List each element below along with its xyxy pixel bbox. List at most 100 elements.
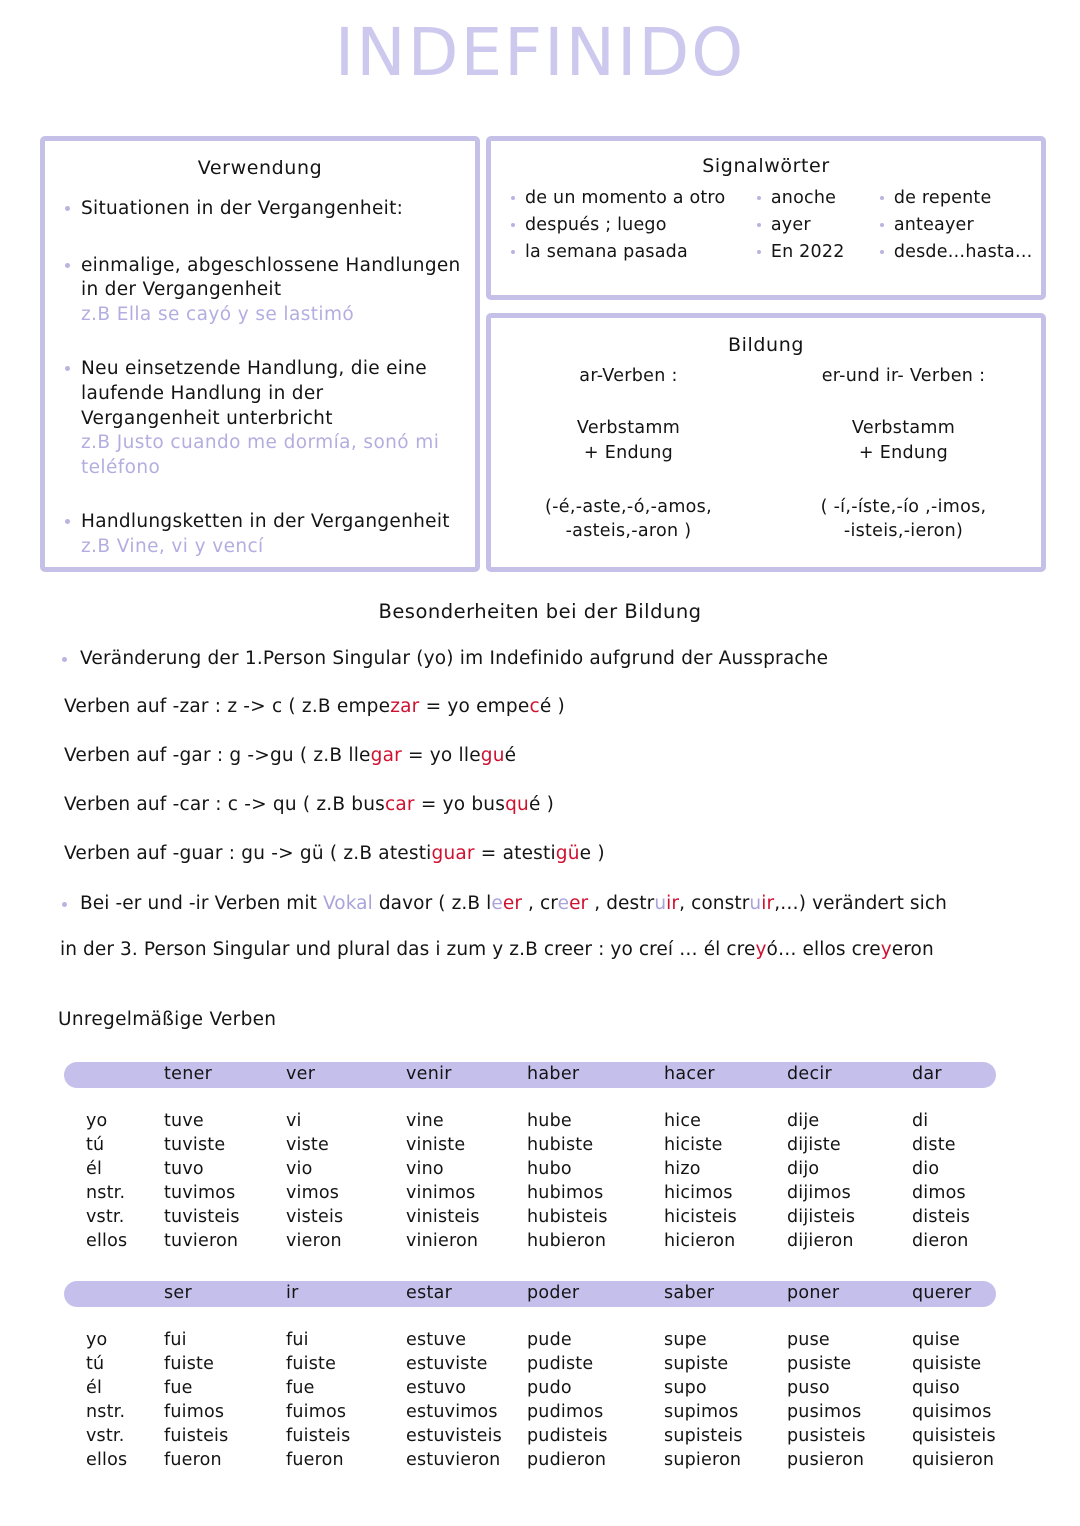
conjugation-cell: dijiste: [787, 1135, 841, 1155]
verwendung-item-text: Situationen in der Vergangenheit:: [81, 198, 404, 219]
conjugation-cell: pusieron: [787, 1450, 865, 1470]
bildung-erir-stem-line1: Verbstamm: [851, 418, 956, 438]
verb-table-2-body: yo tú él nstr. vstr. ellos fui fuiste fue fuimos f…: [64, 1327, 996, 1477]
conjugation-cell: estuviste: [406, 1354, 488, 1374]
conjugation-cell: pudiste: [527, 1354, 594, 1374]
pronoun-cell: ellos: [86, 1231, 128, 1251]
signalwoerter-column-3: de repente anteayer desde…hasta…: [874, 185, 1041, 266]
vowel-highlight: e: [557, 893, 570, 914]
conjugation-column: di diste dio dimos disteis dieron: [912, 1108, 970, 1252]
conjugation-cell: puse: [787, 1330, 830, 1350]
bildung-ar-heading: ar-Verben :: [579, 366, 678, 386]
conjugation-cell: disteis: [912, 1207, 971, 1227]
rule-highlight: guar: [431, 843, 475, 864]
conjugation-cell: tuvisteis: [164, 1207, 240, 1227]
conjugation-cell: fueron: [286, 1450, 344, 1470]
conjugation-cell: dijieron: [787, 1231, 854, 1251]
vowel-highlight: u: [749, 893, 762, 914]
conjugation-cell: dije: [787, 1111, 820, 1131]
pronoun-column: yo tú él nstr. vstr. ellos: [86, 1108, 127, 1252]
signalwoerter-column-1: de un momento a otro después ; luego la se…: [505, 185, 751, 266]
conjugation-cell: tuvimos: [164, 1183, 236, 1203]
besonderheiten-lead: Veränderung der 1.Person Singular (yo) i…: [60, 648, 1080, 669]
bildung-heading: Bildung: [728, 334, 804, 356]
conjugation-cell: fuimos: [164, 1402, 225, 1422]
rule-text: Verben auf -car : c -> qu ( z.B bus: [64, 794, 386, 815]
verb-column-header: saber: [664, 1283, 715, 1303]
conjugation-cell: vi: [286, 1111, 302, 1131]
rule-text: = yo empe: [419, 696, 530, 717]
vowel-rule-text: eron: [891, 939, 934, 960]
conjugation-cell: diste: [912, 1135, 956, 1155]
ending-highlight: ir: [761, 893, 775, 914]
rule-guar: Verben auf -guar : gu -> gü ( z.B atesti…: [64, 843, 605, 864]
pronoun-cell: vstr.: [86, 1426, 125, 1446]
verwendung-item: Handlungsketten in der Vergangenheit z.B …: [57, 510, 461, 559]
conjugation-cell: fuimos: [286, 1402, 347, 1422]
conjugation-cell: hube: [527, 1111, 572, 1131]
irregular-verb-table-2: ser ir estar poder saber poner querer yo tú él ns…: [64, 1281, 996, 1477]
signalwort-item: anteayer: [874, 212, 1041, 239]
verb-column-header: dar: [912, 1064, 942, 1084]
pronoun-cell: tú: [86, 1354, 105, 1374]
ending-highlight: er: [502, 893, 523, 914]
vowel-rule-text: , destr: [588, 893, 655, 914]
conjugation-column: vi viste vio vimos visteis vieron: [286, 1108, 343, 1252]
rule-text: é ): [539, 696, 565, 717]
signalwort-item: En 2022: [751, 239, 874, 266]
conjugation-cell: viniste: [406, 1135, 466, 1155]
conjugation-cell: pudimos: [527, 1402, 604, 1422]
verwendung-item-example: z.B Ella se cayó y se lastimó: [81, 303, 355, 325]
pronoun-cell: ellos: [86, 1450, 128, 1470]
conjugation-cell: fuisteis: [164, 1426, 229, 1446]
conjugation-cell: hubisteis: [527, 1207, 608, 1227]
verwendung-list: Situationen in der Vergangenheit: einmali…: [57, 197, 461, 560]
bildung-erir-endings-line1: ( -í,-íste,-ío ,-imos,: [820, 496, 987, 517]
conjugation-cell: tuvo: [164, 1159, 204, 1179]
ending-highlight: ir: [666, 893, 680, 914]
signalwort-item: desde…hasta…: [874, 239, 1041, 266]
vowel-rule-text: in der 3. Person Singular und plural das…: [60, 939, 756, 960]
vowel-rule-text: ,…) verändert sich: [774, 893, 948, 914]
conjugation-cell: quisimos: [912, 1402, 992, 1422]
pronoun-cell: él: [86, 1159, 103, 1179]
conjugation-cell: vinisteis: [406, 1207, 480, 1227]
conjugation-cell: hicimos: [664, 1183, 733, 1203]
rule-text: = yo lle: [401, 745, 481, 766]
pronoun-column: yo tú él nstr. vstr. ellos: [86, 1327, 127, 1471]
conjugation-cell: pusisteis: [787, 1426, 866, 1446]
signalwoerter-box: Signalwörter de un momento a otro después…: [486, 136, 1046, 300]
verwendung-item-text: einmalige, abgeschlossene Handlungen in …: [81, 254, 461, 301]
conjugation-cell: vino: [406, 1159, 444, 1179]
conjugation-cell: tuve: [164, 1111, 204, 1131]
ending-highlight: er: [569, 893, 589, 914]
bildung-erir-stem-line2: + Endung: [858, 443, 949, 464]
bildung-erir-column: er-und ir- Verben : Verbstamm + Endung (…: [766, 366, 1041, 544]
verb-column-header: poder: [527, 1283, 580, 1303]
y-highlight: y: [880, 939, 892, 960]
verb-column-header: querer: [912, 1283, 972, 1303]
conjugation-cell: vinieron: [406, 1231, 479, 1251]
conjugation-cell: fuiste: [164, 1354, 215, 1374]
conjugation-column: tuve tuviste tuvo tuvimos tuvisteis tuvieron: [164, 1108, 240, 1252]
verwendung-heading: Verwendung: [197, 157, 323, 179]
conjugation-cell: tuvieron: [164, 1231, 239, 1251]
conjugation-cell: estuvieron: [406, 1450, 501, 1470]
verb-column-header: haber: [527, 1064, 580, 1084]
conjugation-column: estuve estuviste estuvo estuvimos estuvistei…: [406, 1327, 502, 1471]
verb-column-header: decir: [787, 1064, 833, 1084]
rule-highlight: c: [529, 696, 540, 717]
conjugation-cell: estuvisteis: [406, 1426, 502, 1446]
conjugation-cell: vieron: [286, 1231, 342, 1251]
conjugation-column: fui fuiste fue fuimos fuisteis fueron: [164, 1327, 228, 1471]
conjugation-cell: fuiste: [286, 1354, 337, 1374]
conjugation-cell: quisiste: [912, 1354, 982, 1374]
conjugation-column: puse pusiste puso pusimos pusisteis pusieron: [787, 1327, 866, 1471]
conjugation-cell: fuisteis: [286, 1426, 351, 1446]
conjugation-cell: supieron: [664, 1450, 742, 1470]
conjugation-cell: supisteis: [664, 1426, 743, 1446]
rule-car: Verben auf -car : c -> qu ( z.B buscar =…: [64, 794, 554, 815]
conjugation-cell: estuvimos: [406, 1402, 498, 1422]
verwendung-box: Verwendung Situationen in der Vergangenh…: [40, 136, 480, 572]
bildung-ar-stem-line1: Verbstamm: [576, 418, 681, 438]
